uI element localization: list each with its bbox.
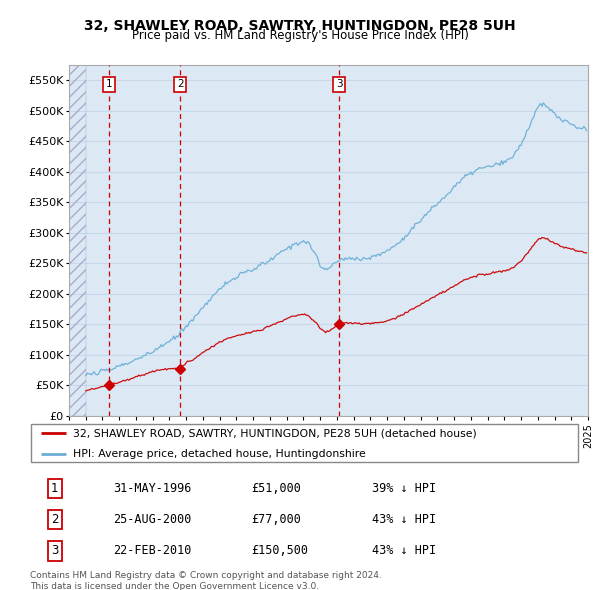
Text: 32, SHAWLEY ROAD, SAWTRY, HUNTINGDON, PE28 5UH: 32, SHAWLEY ROAD, SAWTRY, HUNTINGDON, PE… xyxy=(84,19,516,33)
Text: £51,000: £51,000 xyxy=(251,482,301,495)
Text: 3: 3 xyxy=(336,80,343,90)
Text: 1: 1 xyxy=(106,80,113,90)
Text: 39% ↓ HPI: 39% ↓ HPI xyxy=(372,482,436,495)
Text: £150,500: £150,500 xyxy=(251,545,308,558)
Text: 25-AUG-2000: 25-AUG-2000 xyxy=(113,513,191,526)
Text: 3: 3 xyxy=(51,545,59,558)
Text: 32, SHAWLEY ROAD, SAWTRY, HUNTINGDON, PE28 5UH (detached house): 32, SHAWLEY ROAD, SAWTRY, HUNTINGDON, PE… xyxy=(73,428,476,438)
FancyBboxPatch shape xyxy=(31,424,578,463)
Text: Contains HM Land Registry data © Crown copyright and database right 2024.
This d: Contains HM Land Registry data © Crown c… xyxy=(30,571,382,590)
Text: Price paid vs. HM Land Registry's House Price Index (HPI): Price paid vs. HM Land Registry's House … xyxy=(131,30,469,42)
Bar xyxy=(69,65,86,416)
Text: 22-FEB-2010: 22-FEB-2010 xyxy=(113,545,191,558)
Text: 2: 2 xyxy=(51,513,59,526)
Text: 2: 2 xyxy=(177,80,184,90)
Text: 31-MAY-1996: 31-MAY-1996 xyxy=(113,482,191,495)
Text: 43% ↓ HPI: 43% ↓ HPI xyxy=(372,513,436,526)
Text: HPI: Average price, detached house, Huntingdonshire: HPI: Average price, detached house, Hunt… xyxy=(73,448,365,458)
Bar xyxy=(69,65,86,416)
Text: £77,000: £77,000 xyxy=(251,513,301,526)
Text: 43% ↓ HPI: 43% ↓ HPI xyxy=(372,545,436,558)
Text: 1: 1 xyxy=(51,482,59,495)
